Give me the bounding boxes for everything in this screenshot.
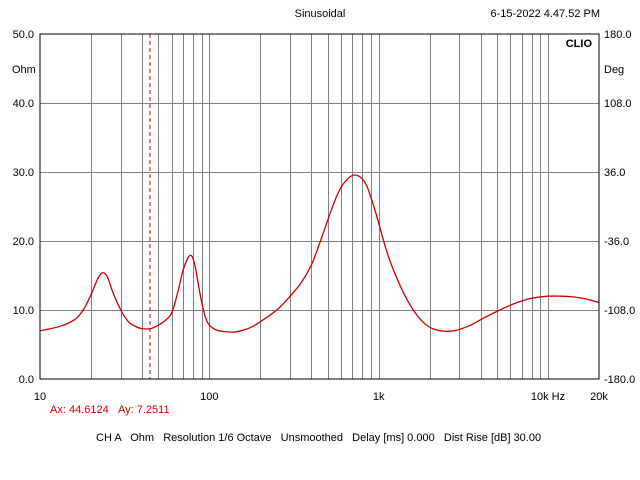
trace-layer bbox=[39, 174, 600, 333]
y-tick-label: 0.0 bbox=[19, 374, 34, 386]
left-axis-ticks: 0.0 10.0 20.0 30.0 40.0 50.0 bbox=[13, 29, 34, 386]
cursor-y-readout: Ay: 7.2511 bbox=[118, 404, 170, 416]
x-axis-ticks: 10 100 1k 10k Hz 20k bbox=[34, 391, 608, 403]
plot-frame bbox=[39, 33, 600, 380]
impedance-trace bbox=[39, 174, 600, 333]
x-tick-label: 20k bbox=[590, 391, 608, 403]
y2-tick-label: -108.0 bbox=[604, 305, 635, 317]
cursor-x-readout: Ax: 44.6124 bbox=[50, 404, 109, 416]
y-tick-label: 40.0 bbox=[13, 98, 34, 110]
status-line: CH A Ohm Resolution 1/6 Octave Unsmoothe… bbox=[96, 432, 541, 444]
y2-tick-label: 108.0 bbox=[604, 98, 632, 110]
y-tick-label: 50.0 bbox=[13, 29, 34, 41]
timestamp: 6-15-2022 4.47.52 PM bbox=[491, 8, 600, 20]
left-axis-unit: Ohm bbox=[12, 64, 36, 76]
y2-tick-label: -180.0 bbox=[604, 374, 635, 386]
clio-brand: CLIO bbox=[566, 38, 593, 50]
measurement-mode-title: Sinusoidal bbox=[295, 8, 346, 20]
x-tick-label: 1k bbox=[373, 391, 385, 403]
x-tick-label: 10 bbox=[34, 391, 46, 403]
right-axis-unit: Deg bbox=[604, 64, 624, 76]
y-tick-label: 30.0 bbox=[13, 167, 34, 179]
y-tick-label: 20.0 bbox=[13, 236, 34, 248]
grid bbox=[40, 34, 599, 379]
y2-tick-label: 36.0 bbox=[604, 167, 625, 179]
right-axis-ticks: -180.0 -108.0 -36.0 36.0 108.0 180.0 bbox=[604, 29, 635, 386]
x-tick-label: 10k Hz bbox=[531, 391, 565, 403]
y2-tick-label: -36.0 bbox=[604, 236, 629, 248]
y-tick-label: 10.0 bbox=[13, 305, 34, 317]
x-tick-label: 100 bbox=[200, 391, 218, 403]
y2-tick-label: 180.0 bbox=[604, 29, 632, 41]
